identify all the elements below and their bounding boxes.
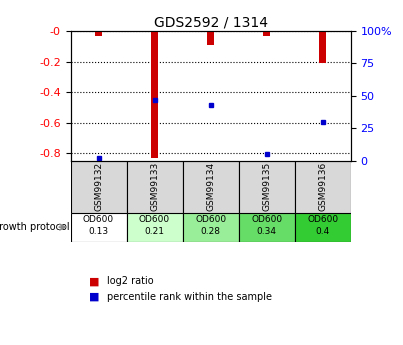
Text: ■: ■ [89, 292, 103, 302]
Bar [127, 161, 183, 213]
Text: GSM99133: GSM99133 [150, 162, 159, 211]
Text: OD600
0.13: OD600 0.13 [83, 215, 114, 236]
Bar [151, 31, 158, 158]
Bar [95, 31, 102, 36]
Text: OD600
0.34: OD600 0.34 [251, 215, 282, 236]
Text: OD600
0.4: OD600 0.4 [307, 215, 338, 236]
Bar [183, 161, 239, 213]
Bar [295, 161, 351, 213]
Title: GDS2592 / 1314: GDS2592 / 1314 [154, 16, 268, 30]
Bar [319, 31, 326, 63]
Text: GSM99134: GSM99134 [206, 162, 215, 211]
Bar [295, 213, 351, 242]
Text: percentile rank within the sample: percentile rank within the sample [107, 292, 272, 302]
Text: GSM99132: GSM99132 [94, 162, 103, 211]
Text: GSM99136: GSM99136 [318, 162, 327, 211]
Text: GSM99135: GSM99135 [262, 162, 271, 211]
Bar [239, 213, 295, 242]
Bar [207, 31, 214, 45]
Text: OD600
0.21: OD600 0.21 [139, 215, 170, 236]
Text: OD600
0.28: OD600 0.28 [195, 215, 226, 236]
Text: growth protocol: growth protocol [0, 222, 69, 232]
Text: log2 ratio: log2 ratio [107, 276, 154, 286]
Bar [239, 161, 295, 213]
Bar [127, 213, 183, 242]
Text: ■: ■ [89, 276, 103, 286]
Bar [263, 31, 270, 36]
Bar [71, 161, 127, 213]
Bar [71, 213, 127, 242]
Bar [183, 213, 239, 242]
